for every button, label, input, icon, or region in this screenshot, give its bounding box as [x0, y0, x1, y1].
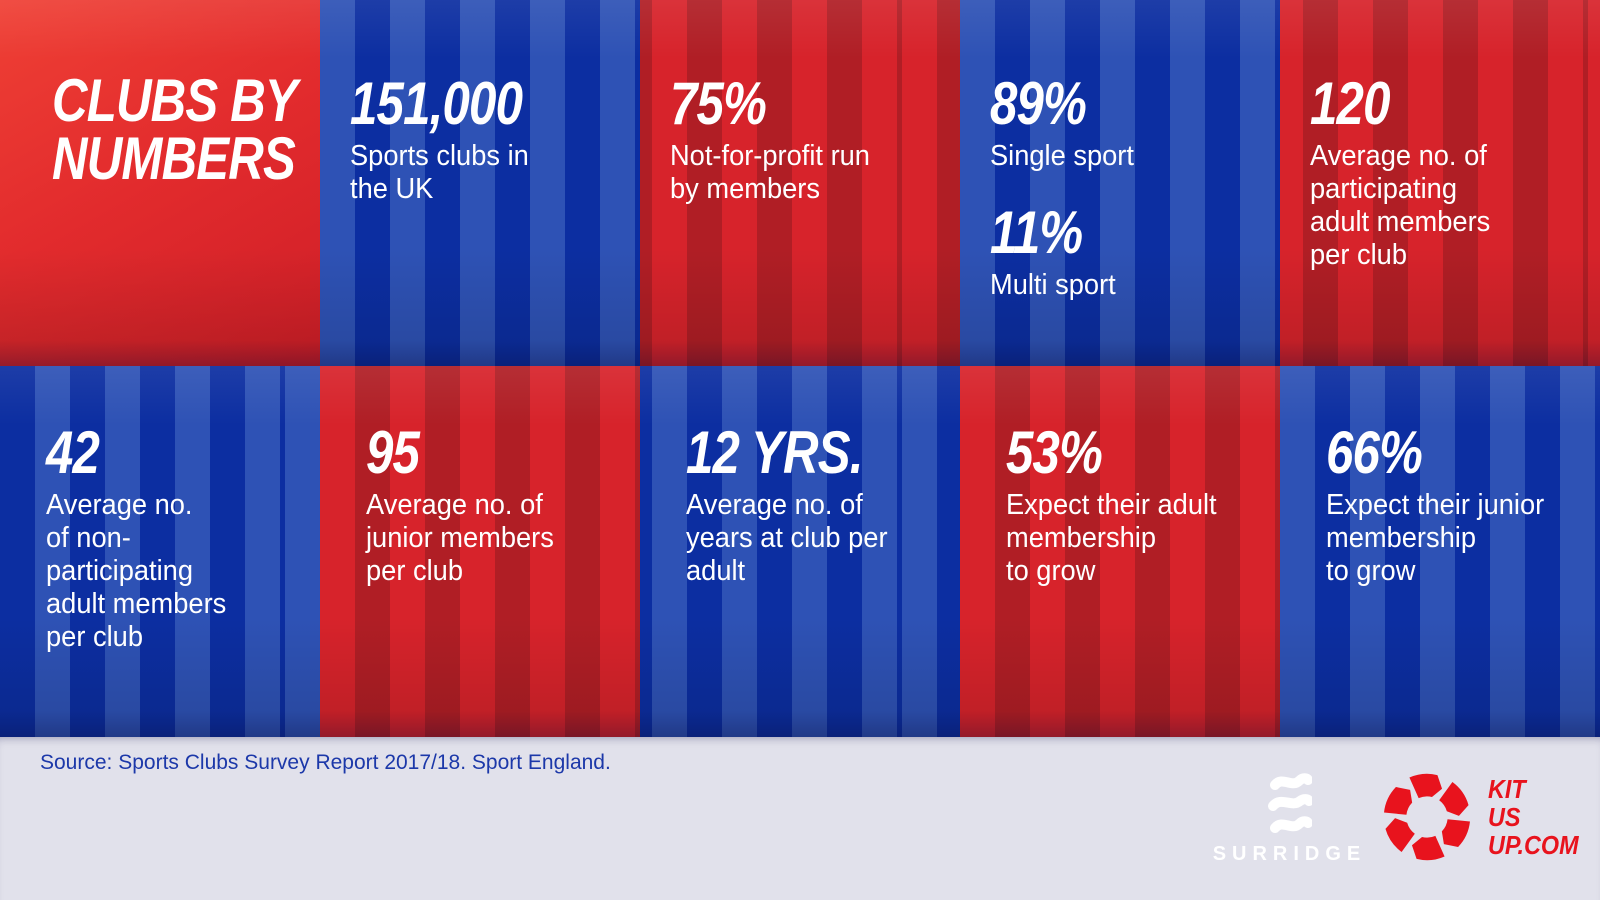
- tile-not-for-profit: 75% Not-for-profit run by members: [640, 0, 960, 366]
- stat: 120 Average no. of participating adult m…: [1310, 70, 1582, 272]
- kitusup-wordmark: KIT US UP.COM: [1488, 775, 1579, 859]
- footer: Source: Sports Clubs Survey Report 2017/…: [0, 737, 1600, 900]
- stat-label: Sports clubs in the UK: [350, 140, 529, 205]
- stat: 151,000 Sports clubs in the UK: [350, 70, 622, 206]
- tile-junior-growth: 66% Expect their junior membership to gr…: [1280, 366, 1600, 737]
- stat-label: Average no. of junior members per club: [366, 489, 554, 587]
- kitusup-logo: KIT US UP.COM: [1380, 770, 1589, 864]
- stat-value: 75%: [670, 70, 767, 137]
- tile-years-at-club: 12 YRS. Average no. of years at club per…: [640, 366, 960, 737]
- tile-sports-clubs-uk: 151,000 Sports clubs in the UK: [320, 0, 640, 366]
- stat-value: 12 YRS.: [686, 419, 863, 486]
- stat-label: Single sport: [990, 140, 1134, 172]
- stat: 12 YRS. Average no. of years at club per…: [686, 419, 942, 588]
- title-line-2: NUMBERS: [52, 125, 296, 192]
- surridge-wordmark: SURRIDGE: [1212, 843, 1367, 865]
- tile-junior-members: 95 Average no. of junior members per clu…: [320, 366, 640, 737]
- stat-label: Expect their adult membership to grow: [1006, 489, 1217, 587]
- stat: 66% Expect their junior membership to gr…: [1326, 419, 1582, 588]
- tile-participating-adults: 120 Average no. of participating adult m…: [1280, 0, 1600, 366]
- stat-value: 89%: [990, 70, 1087, 137]
- stat-value: 95: [366, 419, 420, 486]
- stat-label: Average no. of non- participating adult …: [46, 489, 227, 653]
- stat: 42 Average no. of non- participating adu…: [46, 419, 302, 654]
- stat: 75% Not-for-profit run by members: [670, 70, 942, 206]
- kitusup-arrows-icon: [1384, 773, 1470, 861]
- stat-label: Average no. of participating adult membe…: [1310, 140, 1491, 271]
- surridge-s-icon: [1267, 773, 1312, 833]
- stat-label: Not-for-profit run by members: [670, 140, 870, 205]
- stat-value: 53%: [1006, 419, 1103, 486]
- title-line-1: CLUBS BY: [52, 67, 298, 134]
- stat: 95 Average no. of junior members per clu…: [366, 419, 622, 588]
- tile-single-multi-sport: 89% Single sport 11% Multi sport: [960, 0, 1280, 366]
- tile-non-participating-adults: 42 Average no. of non- participating adu…: [0, 366, 320, 737]
- stat-label: Expect their junior membership to grow: [1326, 489, 1545, 587]
- stat-label: Average no. of years at club per adult: [686, 489, 888, 587]
- source-text: Source: Sports Clubs Survey Report 2017/…: [40, 751, 611, 774]
- stat-label: Multi sport: [990, 269, 1116, 301]
- stat-value: 66%: [1326, 419, 1423, 486]
- stat-tile-grid: CLUBS BY NUMBERS 151,000 Sports clubs in…: [0, 0, 1600, 737]
- infographic-title: CLUBS BY NUMBERS: [0, 0, 320, 192]
- stat: 53% Expect their adult membership to gro…: [1006, 419, 1262, 588]
- surridge-logo: SURRIDGE: [1202, 773, 1377, 866]
- tile-adult-growth: 53% Expect their adult membership to gro…: [960, 366, 1280, 737]
- stat-value: 151,000: [350, 70, 523, 137]
- kitusup-line-3: UP.COM: [1488, 830, 1579, 860]
- stat-value: 42: [46, 419, 100, 486]
- stat-value: 120: [1310, 70, 1390, 137]
- stat: 11% Multi sport: [990, 199, 1262, 302]
- kitusup-line-1: KIT: [1488, 774, 1526, 804]
- stat-value: 11%: [990, 199, 1083, 266]
- stat: 89% Single sport: [990, 70, 1262, 173]
- tile-title: CLUBS BY NUMBERS: [0, 0, 320, 366]
- kitusup-line-2: US: [1488, 802, 1521, 832]
